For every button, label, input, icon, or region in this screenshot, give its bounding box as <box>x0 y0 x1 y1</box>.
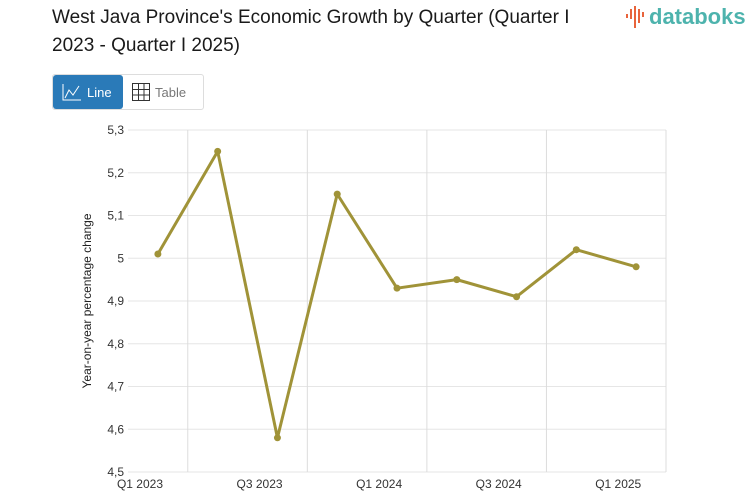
y-axis-label: Year-on-year percentage change <box>80 213 94 388</box>
data-point-q4-2024 <box>572 246 580 254</box>
x-tick-label: Q3 2023 <box>237 477 283 491</box>
data-point-q1-2023 <box>154 250 162 258</box>
y-tick-label: 5 <box>117 251 124 265</box>
y-tick-label: 4,7 <box>107 380 124 394</box>
y-tick-label: 5,2 <box>107 166 124 180</box>
line-view-label: Line <box>87 84 112 100</box>
view-toggle: Line Table <box>52 74 204 110</box>
line-view-button[interactable]: Line <box>53 75 123 109</box>
data-point-q3-2024 <box>513 293 521 301</box>
chart-title: West Java Province's Economic Growth by … <box>52 7 570 56</box>
series-line <box>156 149 637 440</box>
y-tick-label: 4,5 <box>107 465 124 479</box>
x-tick-label: Q1 2023 <box>117 477 163 491</box>
logo-text: databoks <box>649 4 746 29</box>
y-tick-label: 5,3 <box>107 123 124 137</box>
y-tick-label: 4,6 <box>107 422 124 436</box>
databoks-logo: databoks <box>625 4 746 30</box>
line-chart-icon <box>62 84 81 101</box>
data-point-q1-2024 <box>393 284 401 292</box>
data-point-q2-2023 <box>214 147 222 155</box>
logo-bars-icon <box>626 6 644 28</box>
table-grid-icon <box>132 83 150 101</box>
x-tick-label: Q1 2024 <box>356 477 402 491</box>
table-view-button[interactable]: Table <box>123 75 195 109</box>
x-tick-label: Q3 2024 <box>476 477 522 491</box>
data-point-q1-2025 <box>632 263 640 271</box>
y-tick-label: 4,9 <box>107 294 124 308</box>
data-point-q2-2024 <box>453 276 461 284</box>
data-point-q4-2023 <box>333 190 341 198</box>
x-tick-label: Q1 2025 <box>595 477 641 491</box>
y-tick-label: 5,1 <box>107 209 124 223</box>
y-tick-label: 4,8 <box>107 337 124 351</box>
table-view-label: Table <box>155 84 187 100</box>
data-point-q3-2023 <box>273 434 281 442</box>
